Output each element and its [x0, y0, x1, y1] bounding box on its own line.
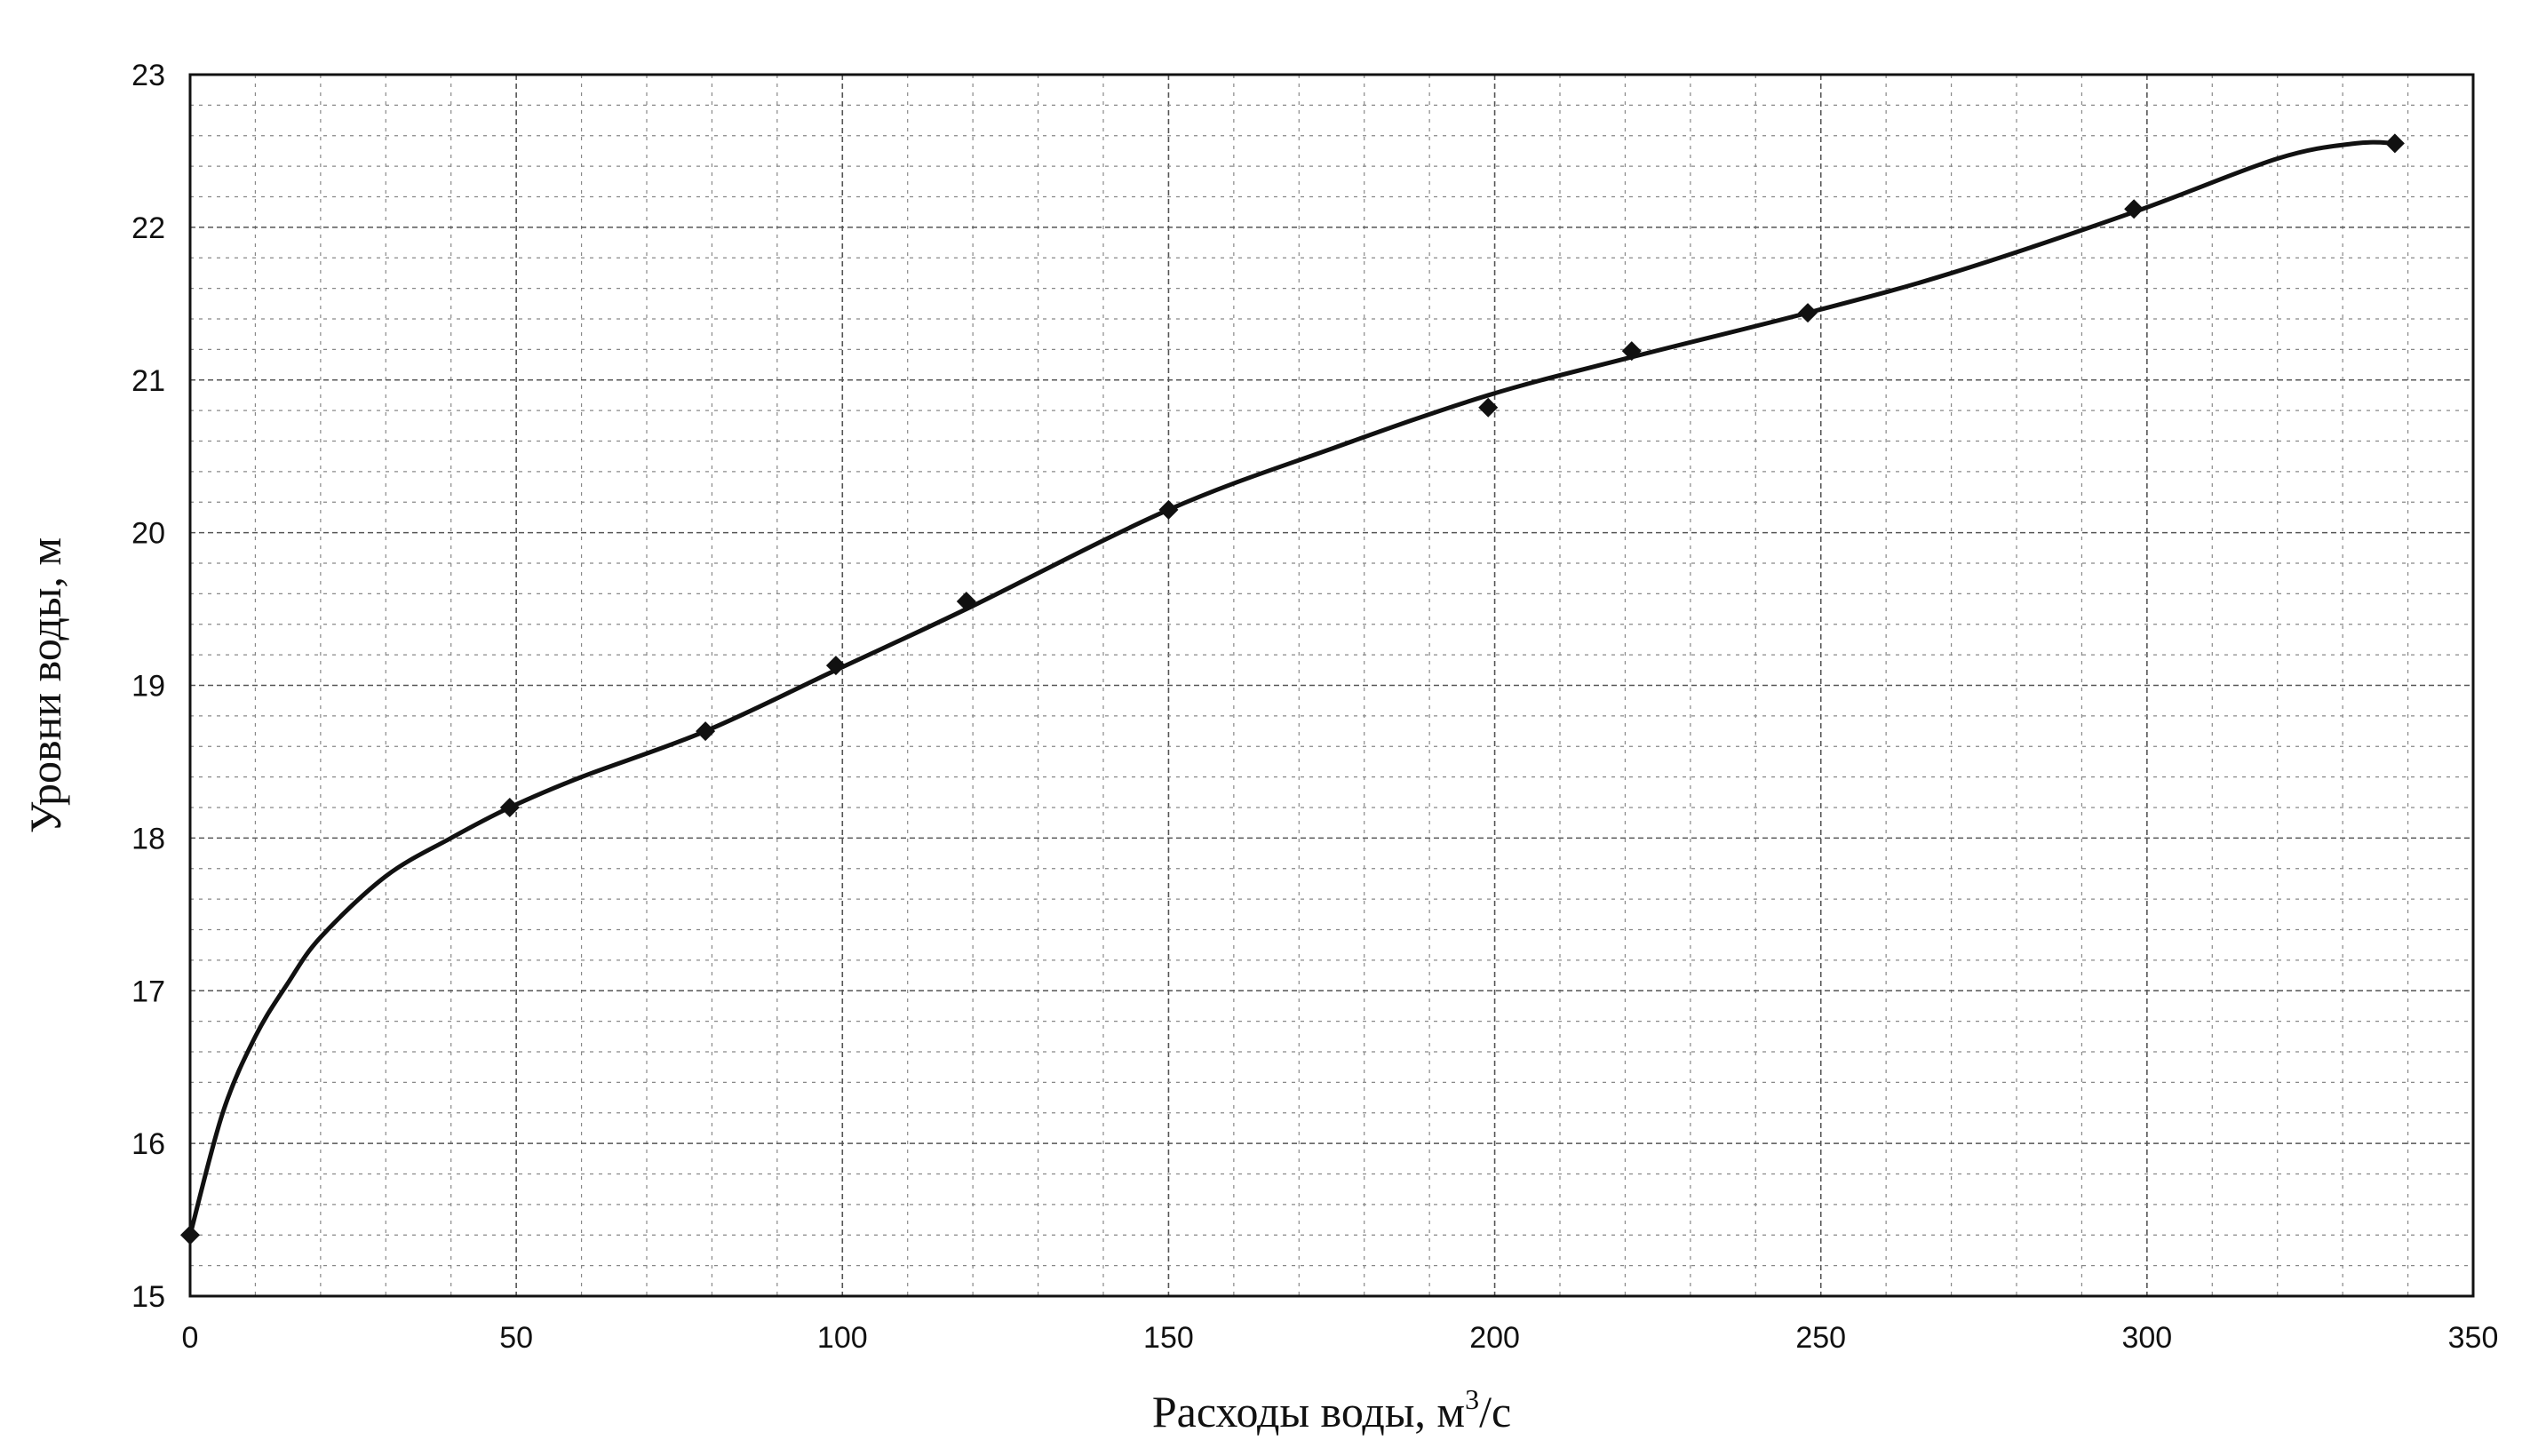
x-axis-label-tail: /с	[1479, 1387, 1511, 1436]
data-point	[2124, 199, 2144, 219]
x-tick-label: 150	[1143, 1321, 1194, 1355]
y-tick-label: 16	[131, 1127, 165, 1161]
data-point	[1158, 499, 1179, 520]
x-tick-label: 100	[817, 1321, 868, 1355]
y-tick-label: 17	[131, 975, 165, 1008]
data-point	[696, 721, 716, 742]
data-point	[1798, 303, 1818, 323]
plot-area-frame	[188, 73, 2475, 1298]
data-point	[2384, 133, 2405, 154]
x-tick-label: 300	[2121, 1321, 2172, 1355]
y-axis-ticks: 15 16 17 18 19 20 21 22 23	[131, 59, 165, 1314]
x-tick-label: 250	[1795, 1321, 1846, 1355]
y-tick-label: 19	[131, 670, 165, 704]
x-axis-ticks: 0 50 100 150 200 250 300 350	[182, 1321, 2499, 1355]
data-point	[1478, 397, 1499, 418]
y-tick-label: 22	[131, 211, 165, 245]
x-tick-label: 50	[499, 1321, 533, 1355]
data-point	[180, 1225, 200, 1245]
rating-curve-line	[187, 139, 2395, 1236]
x-tick-label: 0	[182, 1321, 199, 1355]
grid	[190, 75, 2473, 1296]
x-axis-label-main: Расходы воды, м	[1152, 1387, 1465, 1436]
y-tick-label: 21	[131, 364, 165, 398]
y-tick-label: 15	[131, 1280, 165, 1314]
x-tick-label: 200	[1469, 1321, 1520, 1355]
data-point-markers	[180, 133, 2405, 1245]
data-point	[1621, 341, 1642, 362]
y-axis-label: Уровни воды, м	[20, 537, 70, 833]
y-tick-label: 23	[131, 59, 165, 92]
y-tick-label: 20	[131, 517, 165, 551]
y-tick-label: 18	[131, 822, 165, 855]
x-axis-label: Расходы воды, м3/с	[1152, 1383, 1511, 1436]
x-axis-label-superscript: 3	[1465, 1383, 1479, 1415]
data-point	[499, 798, 520, 817]
x-tick-label: 350	[2448, 1321, 2499, 1355]
data-point	[956, 591, 976, 611]
data-point	[825, 656, 846, 676]
